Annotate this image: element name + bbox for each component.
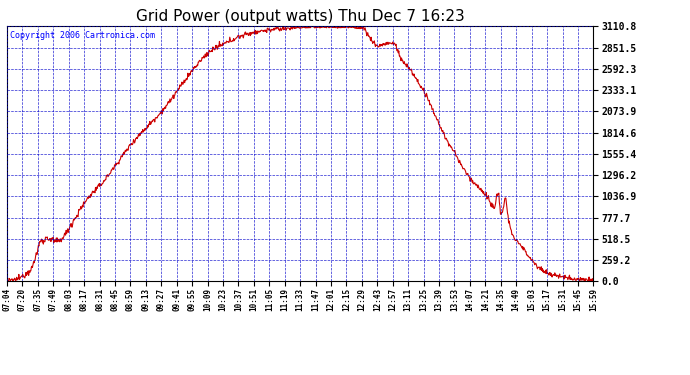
Text: Copyright 2006 Cartronica.com: Copyright 2006 Cartronica.com — [10, 32, 155, 40]
Title: Grid Power (output watts) Thu Dec 7 16:23: Grid Power (output watts) Thu Dec 7 16:2… — [136, 9, 464, 24]
